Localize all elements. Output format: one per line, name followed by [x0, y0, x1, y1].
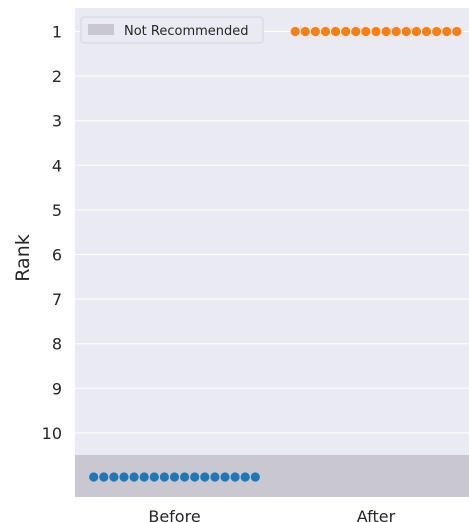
y-tick-label-4: 4	[52, 156, 62, 175]
point-before-6	[139, 472, 149, 482]
legend-label-not-recommended: Not Recommended	[124, 24, 249, 39]
point-after-2	[300, 26, 310, 37]
point-after-10	[381, 26, 391, 37]
x-tick-label-after: After	[357, 507, 396, 522]
point-after-4	[320, 26, 331, 37]
point-after-9	[371, 26, 381, 37]
point-before-15	[230, 472, 240, 482]
y-tick-label-10: 10	[42, 424, 62, 443]
y-tick-label-6: 6	[52, 246, 62, 265]
point-after-7	[351, 26, 361, 37]
point-after-14	[421, 26, 432, 37]
plot-background	[75, 8, 469, 497]
point-before-13	[210, 472, 220, 482]
y-tick-label-8: 8	[52, 335, 62, 354]
point-before-7	[149, 472, 159, 482]
point-after-11	[391, 26, 401, 37]
y-tick-label-5: 5	[52, 201, 62, 220]
point-after-8	[361, 26, 371, 37]
y-tick-label-3: 3	[52, 112, 62, 131]
point-after-1	[290, 26, 300, 37]
y-tick-label-1: 1	[52, 23, 62, 42]
y-tick-label-2: 2	[52, 67, 62, 86]
point-after-16	[442, 26, 452, 37]
y-tick-label-9: 9	[52, 379, 62, 398]
point-before-12	[200, 472, 210, 482]
point-before-1	[89, 472, 99, 482]
grid-lines	[75, 31, 469, 434]
legend: Not Recommended	[80, 16, 264, 44]
point-after-17	[452, 26, 462, 37]
data-points	[89, 26, 462, 482]
legend-swatch-not-recommended	[88, 24, 114, 35]
y-axis-label: Rank	[12, 234, 34, 281]
x-tick-labels: Before After	[148, 507, 395, 522]
x-tick-label-before: Before	[148, 507, 200, 522]
point-before-16	[240, 472, 250, 482]
point-before-2	[99, 472, 109, 482]
point-after-12	[401, 26, 411, 37]
point-before-10	[180, 472, 190, 482]
point-after-15	[432, 26, 442, 37]
point-after-5	[331, 26, 341, 37]
point-before-3	[109, 472, 119, 482]
legend-frame	[80, 16, 264, 44]
point-before-11	[190, 472, 200, 482]
point-before-17	[250, 472, 260, 482]
point-before-8	[159, 472, 169, 482]
point-before-4	[119, 472, 129, 482]
point-after-3	[310, 26, 320, 37]
point-after-13	[411, 26, 421, 37]
y-tick-labels: 1 2 3 4 5 6 7 8 9 10	[42, 23, 62, 443]
point-before-9	[169, 472, 180, 482]
point-before-14	[220, 472, 230, 482]
point-before-5	[129, 472, 139, 482]
y-tick-label-7: 7	[52, 290, 62, 309]
point-after-6	[341, 26, 351, 37]
